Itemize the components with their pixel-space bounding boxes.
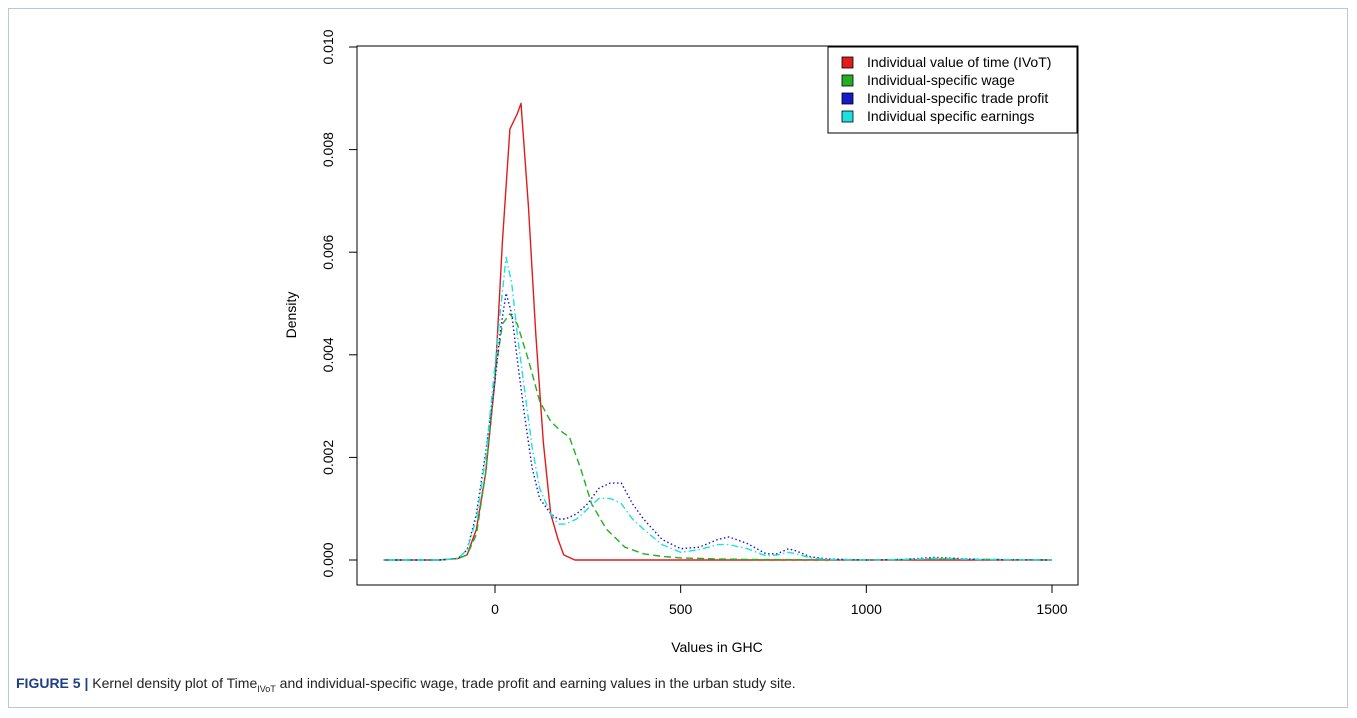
legend-swatch: [841, 110, 854, 123]
y-tick-label: 0.000: [320, 542, 336, 577]
y-tick-label: 0.008: [320, 132, 336, 167]
series-line-4: [383, 256, 1053, 561]
x-tick-label: 0: [491, 601, 499, 617]
series-line-3: [383, 292, 1053, 561]
legend-label: Individual value of time (IVoT): [867, 54, 1051, 70]
x-axis-label: Values in GHC: [671, 639, 763, 655]
figure-frame: [8, 8, 1348, 708]
x-axis: 0 500 1000 1500: [491, 584, 1068, 617]
y-tick-label: 0.010: [320, 29, 336, 64]
x-tick-label: 1500: [1036, 601, 1067, 617]
y-tick-label: 0.004: [320, 337, 336, 372]
legend-label: Individual-specific trade profit: [867, 90, 1048, 106]
y-axis: 0.000 0.002 0.004 0.006 0.008 0.010: [320, 29, 358, 578]
x-tick-label: 500: [669, 601, 693, 617]
caption-subscript: IVoT: [257, 683, 276, 694]
legend-box: [827, 46, 1078, 134]
density-chart: 0 500 1000 1500 0.0000.0020.0040.0060.0080.…: [283, 29, 1079, 655]
series-line-2: [383, 313, 1053, 561]
y-tick-label: 0.006: [320, 234, 336, 269]
legend-swatch: [841, 74, 854, 87]
legend-swatch: [841, 92, 854, 105]
legend: Individual value of time (IVoT) Individua…: [827, 46, 1078, 134]
x-tick-label: 1000: [851, 601, 882, 617]
y-tick-label: 0.002: [320, 440, 336, 475]
y-axis-label: Density: [283, 292, 299, 339]
figure-caption: FIGURE 5 | Kernel density plot of TimeIV…: [16, 675, 796, 694]
legend-label: Individual specific earnings: [867, 108, 1034, 124]
legend-swatch: [841, 56, 854, 69]
legend-label: Individual-specific wage: [867, 72, 1015, 88]
series-line-1: [383, 102, 1052, 561]
caption-text-start: Kernel density plot of Time: [88, 675, 258, 691]
caption-text-end: and individual-specific wage, trade prof…: [275, 675, 796, 691]
caption-label: FIGURE 5 |: [16, 675, 89, 691]
plot-area: [383, 102, 1053, 561]
